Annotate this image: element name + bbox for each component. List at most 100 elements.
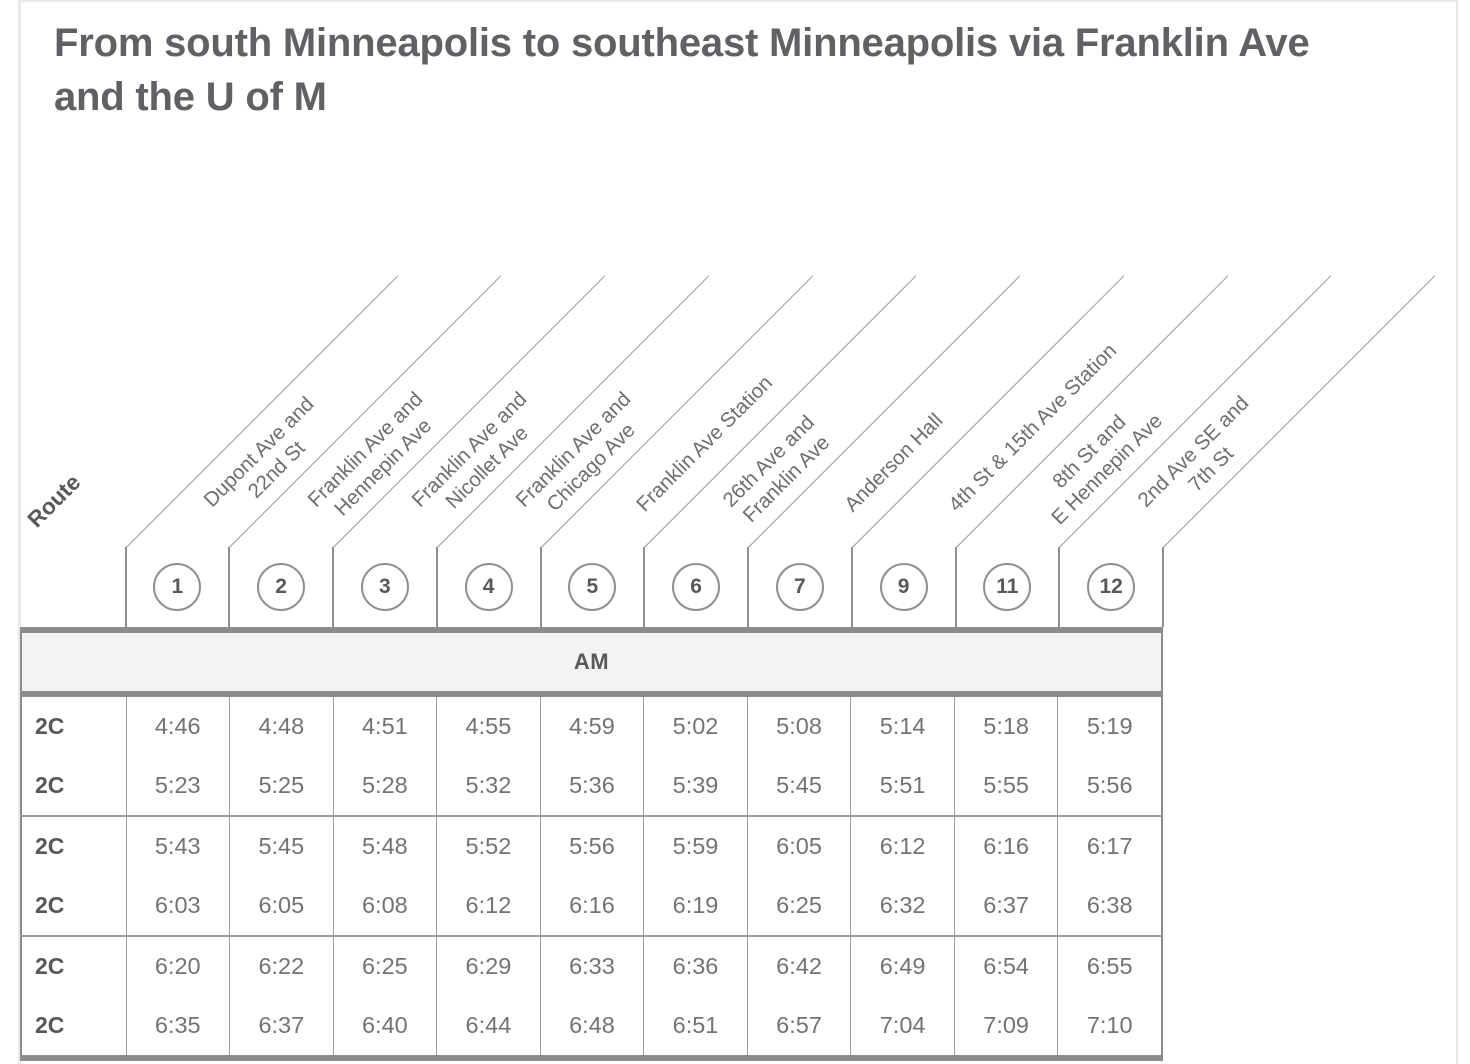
time-cell: 6:51: [643, 996, 747, 1055]
header-vertical-line: [228, 547, 231, 627]
time-cell: 6:44: [436, 996, 540, 1055]
time-cell: 5:45: [229, 817, 333, 876]
time-cell: 6:42: [746, 937, 851, 996]
page-title: From south Minneapolis to southeast Minn…: [54, 21, 1310, 119]
time-cell: 6:54: [953, 937, 1058, 996]
time-cell: 5:23: [125, 756, 230, 815]
time-cell: 4:46: [125, 697, 230, 756]
time-cell: 5:14: [850, 697, 954, 756]
header-vertical-line: [850, 547, 853, 627]
time-cell: 6:17: [1057, 817, 1161, 876]
schedule-row: 2C 5:43 5:45 5:48 5:52 5:56 5:59 6:05 6:12 6:16 6:…: [22, 817, 1161, 876]
time-cell: 6:57: [746, 996, 851, 1055]
time-cell: 5:45: [746, 756, 851, 815]
time-cell: 5:02: [643, 697, 747, 756]
stop-number-badge: 9: [879, 563, 928, 611]
time-cell: 6:22: [229, 937, 333, 996]
time-cell: 6:25: [332, 937, 437, 996]
time-cell: 6:16: [953, 817, 1058, 876]
time-cell: 6:55: [1057, 937, 1161, 996]
thick-rule-bottom: [20, 1055, 1163, 1061]
schedule-row: 2C 4:46 4:48 4:51 4:55 4:59 5:02 5:08 5:14 5:18 5:…: [22, 697, 1161, 756]
route-cell: 2C: [35, 1012, 65, 1038]
header-diagonal-line: [1059, 275, 1332, 548]
header-vertical-line: [954, 547, 957, 627]
stop-number-badge: 5: [568, 563, 617, 611]
route-column-header-label: Route: [22, 469, 86, 533]
schedule-row: 2C 6:20 6:22 6:25 6:29 6:33 6:36 6:42 6:49 6:54 6:…: [22, 937, 1161, 996]
time-cell: 6:03: [125, 876, 230, 935]
time-cell: 6:32: [850, 876, 954, 935]
time-cell: 6:33: [539, 937, 644, 996]
header-vertical-line: [747, 547, 749, 627]
time-cell: 5:39: [643, 756, 747, 815]
time-cell: 6:16: [539, 876, 644, 935]
time-cell: 5:51: [850, 756, 954, 815]
time-cell: 6:35: [125, 996, 230, 1055]
time-cell: 6:20: [125, 937, 230, 996]
time-cell: 6:12: [436, 876, 540, 935]
time-cell: 5:52: [436, 817, 540, 876]
trip-group: 2C 4:46 4:48 4:51 4:55 4:59 5:02 5:08 5:14 5:18 5:…: [20, 697, 1163, 815]
time-cell: 4:51: [332, 697, 437, 756]
time-cell: 6:12: [850, 817, 954, 876]
thick-rule-mid: [20, 691, 1163, 697]
time-cell: 7:10: [1057, 996, 1161, 1055]
time-cell: 7:09: [953, 996, 1058, 1055]
header-vertical-line: [332, 547, 334, 627]
time-cell: 6:38: [1057, 876, 1161, 935]
time-cell: 6:08: [332, 876, 437, 935]
stop-number-badge: 12: [1087, 563, 1136, 611]
stop-number-badge: 4: [464, 563, 513, 611]
period-band: AM: [20, 633, 1163, 691]
stop-number-badge: 7: [775, 563, 824, 611]
header-vertical-line: [643, 547, 646, 627]
time-cell: 6:40: [332, 996, 437, 1055]
header-diagonal-line: [748, 275, 1021, 548]
stop-number-badge: 2: [257, 563, 306, 611]
stop-number-badge: 6: [672, 563, 721, 611]
route-cell: 2C: [35, 772, 65, 798]
schedule-row: 2C 6:35 6:37 6:40 6:44 6:48 6:51 6:57 7:04 7:09 7:…: [22, 996, 1161, 1055]
time-cell: 6:36: [643, 937, 747, 996]
header-vertical-line: [1162, 547, 1164, 627]
period-label: AM: [573, 649, 610, 674]
header-diagonal-line: [436, 275, 709, 548]
time-cell: 4:48: [229, 697, 333, 756]
time-cell: 5:56: [539, 817, 644, 876]
header-vertical-line: [1058, 547, 1061, 627]
time-cell: 4:59: [539, 697, 644, 756]
trip-group: 2C 5:43 5:45 5:48 5:52 5:56 5:59 6:05 6:12 6:16 6:…: [20, 815, 1163, 935]
trip-group: 2C 6:20 6:22 6:25 6:29 6:33 6:36 6:42 6:49 6:54 6:…: [20, 935, 1163, 1055]
time-cell: 6:29: [436, 937, 540, 996]
time-cell: 5:59: [643, 817, 747, 876]
time-cell: 6:37: [953, 876, 1058, 935]
time-cell: 5:18: [953, 697, 1058, 756]
stop-name-label: Anderson Hall: [839, 408, 948, 517]
time-cell: 6:49: [850, 937, 954, 996]
stop-number-badge: 11: [983, 563, 1032, 611]
header-diagonal-line: [644, 275, 917, 548]
time-cell: 4:55: [436, 697, 540, 756]
time-cell: 5:55: [953, 756, 1058, 815]
time-cell: 6:05: [746, 817, 851, 876]
time-cell: 6:25: [746, 876, 851, 935]
time-cell: 5:28: [332, 756, 437, 815]
schedule-row: 2C 6:03 6:05 6:08 6:12 6:16 6:19 6:25 6:32 6:37 6:…: [22, 876, 1161, 935]
schedule-table: AM 2C 4:46 4:48 4:51 4:55 4:59 5:02 5:08 5:14 5:1…: [20, 627, 1163, 1061]
route-cell: 2C: [35, 953, 65, 979]
time-cell: 5:48: [332, 817, 437, 876]
time-cell: 6:37: [229, 996, 333, 1055]
route-cell: 2C: [35, 833, 65, 859]
route-cell: 2C: [35, 892, 65, 918]
route-cell: 2C: [35, 713, 65, 739]
header-diagonal-line: [1163, 275, 1436, 548]
time-cell: 6:48: [539, 996, 644, 1055]
trip-groups: 2C 4:46 4:48 4:51 4:55 4:59 5:02 5:08 5:14 5:18 5:…: [20, 697, 1163, 1055]
time-cell: 6:05: [229, 876, 333, 935]
header-vertical-line: [124, 547, 127, 627]
time-cell: 5:32: [436, 756, 540, 815]
schedule-row: 2C 5:23 5:25 5:28 5:32 5:36 5:39 5:45 5:51 5:55 5:…: [22, 756, 1161, 815]
time-cell: 5:36: [539, 756, 644, 815]
